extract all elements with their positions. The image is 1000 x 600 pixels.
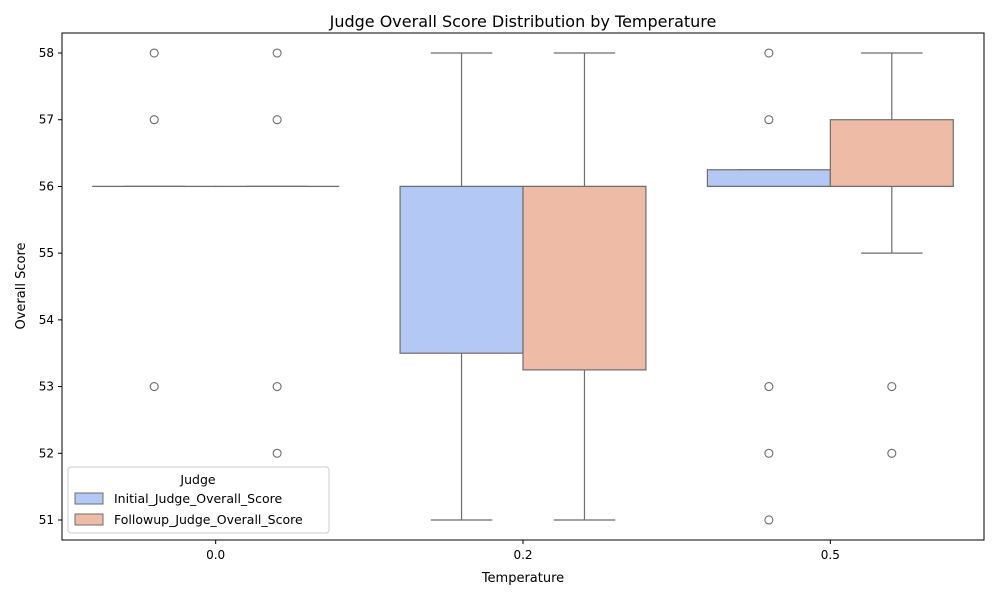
- x-tick-label: 0.5: [821, 548, 840, 562]
- outlier-point: [149, 115, 159, 125]
- legend-swatch: [74, 492, 104, 505]
- plot-area: [92, 48, 954, 525]
- box: [706, 169, 831, 188]
- y-tick-label: 52: [39, 446, 54, 460]
- outlier-point: [149, 48, 159, 58]
- outlier-point: [272, 48, 282, 58]
- outlier-point: [887, 448, 897, 458]
- outlier-point: [887, 382, 897, 392]
- outlier-point: [764, 448, 774, 458]
- outlier-point: [764, 515, 774, 525]
- y-tick-label: 56: [39, 179, 54, 193]
- outlier-point: [764, 382, 774, 392]
- outlier-point: [272, 382, 282, 392]
- chart-title: Judge Overall Score Distribution by Temp…: [329, 12, 717, 31]
- x-axis: 0.0 0.2 0.5: [206, 540, 840, 562]
- outlier-point: [272, 448, 282, 458]
- y-tick-label: 57: [39, 113, 54, 127]
- outlier-point: [764, 115, 774, 125]
- y-tick-label: 51: [39, 513, 54, 527]
- y-tick-label: 54: [39, 313, 54, 327]
- y-tick-label: 53: [39, 380, 54, 394]
- outlier-point: [764, 48, 774, 58]
- box: [522, 185, 647, 371]
- box: [829, 119, 954, 188]
- legend-label: Initial_Judge_Overall_Score: [114, 491, 282, 506]
- box: [399, 185, 524, 354]
- legend: Judge Initial_Judge_Overall_Score Followu…: [67, 466, 330, 534]
- x-tick-label: 0.0: [206, 548, 225, 562]
- y-axis: 51 52 53 54 55 56 57 58: [39, 46, 62, 527]
- y-tick-label: 58: [39, 46, 54, 60]
- x-axis-label: Temperature: [481, 571, 564, 586]
- legend-title: Judge: [179, 472, 215, 487]
- y-tick-label: 55: [39, 246, 54, 260]
- legend-swatch: [74, 513, 104, 526]
- outlier-point: [272, 115, 282, 125]
- legend-label: Followup_Judge_Overall_Score: [114, 512, 303, 527]
- y-axis-label: Overall Score: [14, 242, 29, 329]
- outlier-point: [149, 382, 159, 392]
- x-tick-label: 0.2: [513, 548, 532, 562]
- legend-frame: [67, 466, 330, 534]
